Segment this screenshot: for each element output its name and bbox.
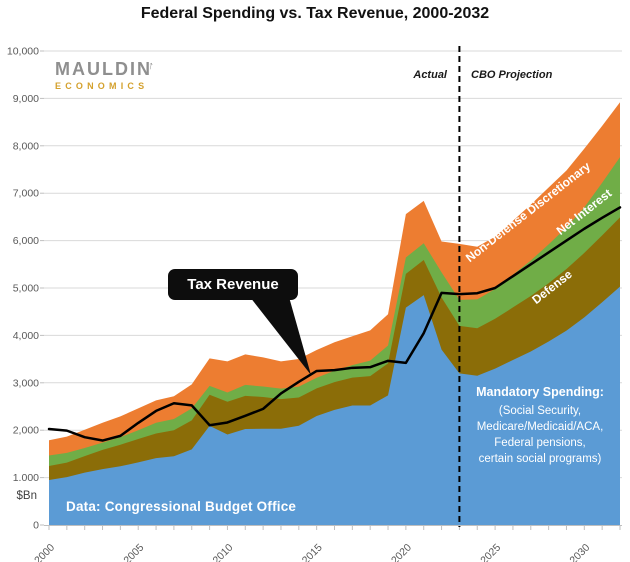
y-axis-label: 3,000 <box>13 377 39 389</box>
y-axis-label: 10,000 <box>7 46 39 58</box>
x-axis-label: 2000 <box>32 542 57 562</box>
mandatory-line: certain social programs) <box>478 453 602 465</box>
area-mandatory <box>49 286 620 525</box>
x-axis-label: 2020 <box>389 542 414 562</box>
logo-subtitle: ECONOMICS <box>55 81 149 91</box>
mandatory-line: Federal pensions, <box>494 437 586 449</box>
y-axis-label: 5,000 <box>13 283 39 295</box>
logo-arrow-icon: ↑ <box>146 59 155 73</box>
x-axis-label: 2025 <box>478 542 503 562</box>
y-axis-label: 7,000 <box>13 188 39 200</box>
mandatory-line: (Social Security, <box>498 405 582 417</box>
y-axis-label: 8,000 <box>13 140 39 152</box>
actual-period-label: Actual <box>413 69 447 81</box>
data-source-note: Data: Congressional Budget Office <box>66 499 297 514</box>
tax-revenue-line <box>47 206 622 442</box>
mandatory-title: Mandatory Spending: <box>476 385 604 399</box>
y-axis-label: 4,000 <box>13 330 39 342</box>
x-axis-label: 2030 <box>567 542 592 562</box>
tax-revenue-callout: Tax Revenue <box>168 269 298 300</box>
y-axis-label: 2,000 <box>13 425 39 437</box>
y-axis-label: 9,000 <box>13 93 39 105</box>
cbo-projection-label: CBO Projection <box>471 69 553 81</box>
y-axis-label: 6,000 <box>13 235 39 247</box>
x-axis-label: 2005 <box>121 542 146 562</box>
mauldin-economics-logo: MAULDIN↑ ECONOMICS <box>55 59 155 91</box>
logo-wordmark: MAULDIN <box>55 59 152 79</box>
x-axis-label: 2010 <box>211 542 236 562</box>
mandatory-line: Medicare/Medicaid/ACA, <box>476 421 604 433</box>
page-title: Federal Spending vs. Tax Revenue, 2000-2… <box>140 5 490 22</box>
y-axis-unit: $Bn <box>17 490 37 502</box>
mandatory-spending-annotation: Mandatory Spending: (Social Security, Me… <box>450 385 630 467</box>
y-axis-label: 1.000 <box>13 472 39 484</box>
x-axis-label: 2015 <box>300 542 325 562</box>
y-axis-label: 0 <box>33 520 39 532</box>
